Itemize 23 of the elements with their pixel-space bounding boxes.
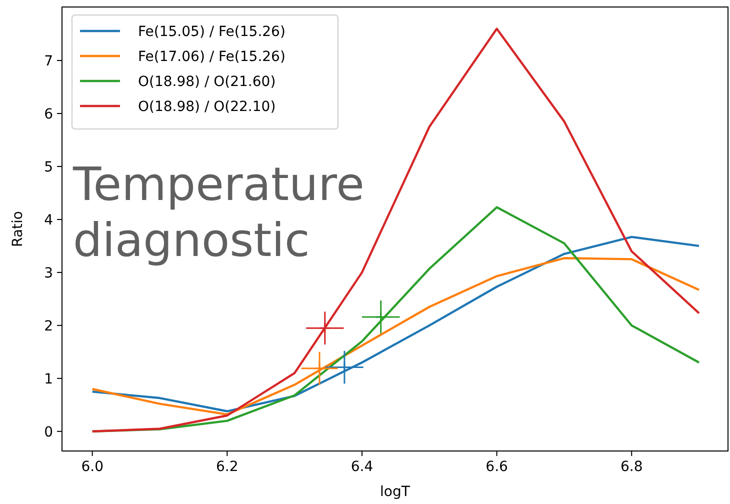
y-tick-label: 2 <box>44 318 53 334</box>
y-tick-label: 6 <box>44 106 54 122</box>
x-tick-label: 6.2 <box>216 459 238 475</box>
legend-label: Fe(17.06) / Fe(15.26) <box>138 48 286 65</box>
x-tick-label: 6.0 <box>81 459 104 475</box>
point <box>314 362 326 374</box>
legend-label: O(18.98) / O(22.10) <box>138 98 276 115</box>
x-axis-title: logT <box>380 484 410 500</box>
annotation: Temperature diagnostic <box>72 157 364 267</box>
legend-label: Fe(15.05) / Fe(15.26) <box>138 24 286 40</box>
y-tick-label: 4 <box>44 212 54 228</box>
y-axis-title: Ratio <box>10 211 26 247</box>
legend-label: O(18.98) / O(21.60) <box>138 74 276 90</box>
x-tick-label: 6.6 <box>486 459 508 475</box>
point <box>375 311 387 323</box>
x-tick-label: 6.8 <box>620 459 643 475</box>
y-tick-label: 3 <box>44 265 53 282</box>
y-tick-label: 7 <box>44 53 53 70</box>
y-tick-label: 1 <box>44 371 53 388</box>
y-tick-label: 0 <box>44 424 53 440</box>
x-tick-label: 6.4 <box>350 459 374 475</box>
y-tick-label: 5 <box>44 159 53 176</box>
point <box>319 322 331 334</box>
